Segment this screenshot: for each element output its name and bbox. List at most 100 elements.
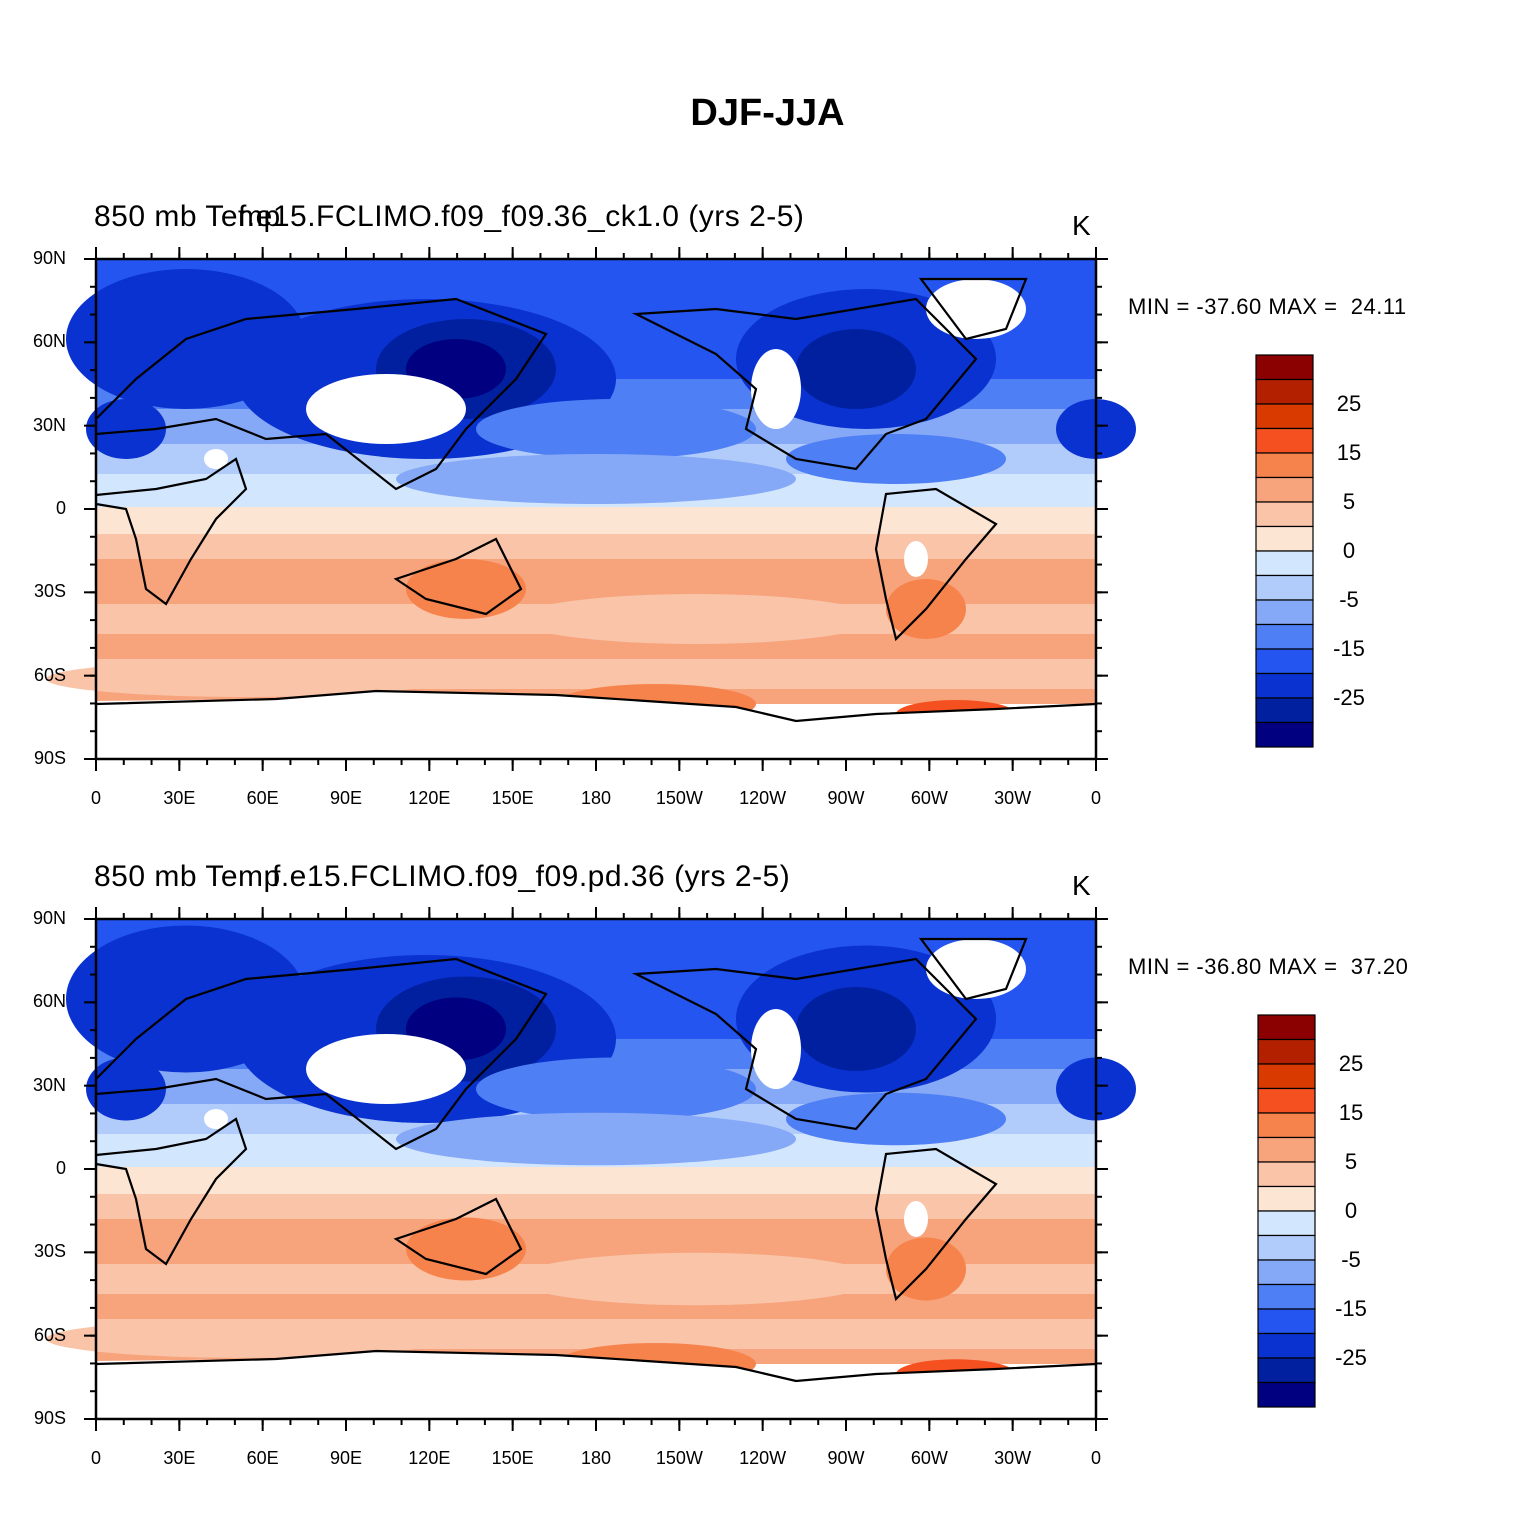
missing-data-region [204, 1109, 228, 1129]
contour-region [516, 594, 876, 644]
contour-region [396, 454, 796, 504]
colorbar-box [1257, 1308, 1316, 1335]
contour-region [46, 1320, 446, 1358]
colorbar-box [1257, 1063, 1316, 1090]
map-panel-1: 850 mb Temp f.e15.FCLIMO.f09_f09.36_ck1.… [0, 0, 1535, 808]
lon-tick-label: 150W [655, 1448, 703, 1468]
colorbar-box [1255, 648, 1314, 675]
lat-tick-label: 30N [32, 414, 66, 435]
unit-label: K [1072, 870, 1091, 901]
panel-title-case: f.e15.FCLIMO.f09_f09.pd.36 (yrs 2-5) [272, 860, 791, 893]
contour-band [96, 534, 1096, 559]
contour-band [96, 919, 1096, 939]
lon-tick-label: 120E [408, 1448, 451, 1468]
contour-band [96, 259, 1096, 279]
colorbar-box [1257, 1381, 1316, 1408]
colorbar-tick-label: 25 [1338, 1051, 1364, 1076]
coastline [393, 537, 523, 616]
lat-tick-label: 90N [32, 248, 66, 268]
lon-tick-label: 180 [580, 788, 612, 808]
contour-region [476, 399, 756, 459]
contour-band [96, 1167, 1096, 1194]
colorbar-tick-label: 5 [1342, 489, 1356, 514]
lon-tick-label: 30E [163, 788, 196, 808]
colorbar-box [1255, 427, 1314, 454]
lat-tick-label: 60N [32, 331, 66, 352]
lon-tick-label: 150E [491, 1448, 534, 1468]
lon-tick-label: 60E [246, 788, 279, 808]
colorbar-tick-label: 0 [1342, 538, 1356, 563]
contour-region [786, 1092, 1006, 1146]
antarctica-mask [96, 1351, 1096, 1419]
contour-region [46, 661, 446, 697]
coastline [918, 277, 1028, 341]
colorbar-box [1255, 452, 1314, 479]
colorbar-tick-label: 25 [1336, 391, 1362, 416]
colorbar-box [1257, 1087, 1316, 1114]
coastline [918, 937, 1028, 1001]
min-max-label: MIN = -36.80 MAX = 37.20 [1128, 954, 1409, 979]
colorbar-box [1255, 697, 1314, 724]
colorbar-box [1255, 672, 1314, 699]
coastline [95, 689, 1097, 723]
contour-region [406, 1217, 526, 1281]
missing-data-region [926, 939, 1026, 999]
coastline [631, 297, 978, 471]
missing-data-region [306, 1034, 466, 1104]
lon-tick-label: 60W [910, 1448, 948, 1468]
contour-region [86, 399, 166, 459]
colorbar-box [1257, 1234, 1316, 1261]
antarctica-mask [96, 691, 1096, 759]
contour-region [476, 1057, 756, 1121]
map-fill [46, 259, 1136, 759]
colorbar-tick-label: -5 [1339, 587, 1359, 612]
lat-tick-label: 90S [33, 1408, 66, 1428]
contour-band [96, 507, 1096, 534]
colorbar-box [1257, 1332, 1316, 1359]
min-max-label: MIN = -37.60 MAX = 24.11 [1128, 294, 1407, 319]
colorbar-tick-label: 0 [1344, 1198, 1358, 1223]
panel-title-variable: 850 mb Temp [94, 860, 281, 893]
colorbar-box [1257, 1014, 1316, 1041]
coastline [95, 297, 548, 491]
colorbar-box [1255, 525, 1314, 552]
colorbar-tick-label: -25 [1335, 1345, 1367, 1370]
contour-region [786, 434, 1006, 484]
colorbar-tick-label: -5 [1341, 1247, 1361, 1272]
lon-tick-label: 30E [163, 1448, 196, 1468]
lat-tick-label: 60S [33, 1324, 66, 1345]
colorbar-box [1257, 1136, 1316, 1163]
axis-ticks [84, 247, 1108, 771]
missing-data-region [306, 374, 466, 444]
colorbar-tick-label: 15 [1338, 1100, 1364, 1125]
colorbar-tick-label: 15 [1336, 440, 1362, 465]
coastline [874, 1147, 998, 1302]
colorbar-box [1257, 1161, 1316, 1188]
lon-tick-label: 150E [491, 788, 534, 808]
colorbar-box [1255, 550, 1314, 577]
lon-tick-label: 90E [329, 788, 363, 808]
panel-title-variable: 850 mb Temp [94, 200, 281, 233]
contour-region [796, 329, 916, 409]
panel-title-case: f.e15.FCLIMO.f09_f09.36_ck1.0 (yrs 2-5) [238, 200, 805, 233]
colorbar-tick-label: 5 [1344, 1149, 1358, 1174]
coastline [874, 487, 998, 642]
colorbar-box [1257, 1357, 1316, 1384]
colorbar-box [1255, 403, 1314, 430]
lon-tick-label: 90E [329, 1448, 363, 1468]
coastline [393, 1197, 523, 1276]
lon-tick-label: 0 [90, 788, 101, 808]
coastline [95, 1117, 248, 1266]
map-plot [46, 907, 1136, 1431]
colorbar [1255, 354, 1314, 748]
lat-tick-label: 30S [33, 581, 66, 602]
lon-tick-label: 0 [1090, 1448, 1101, 1468]
lat-tick-label: 30S [33, 1241, 66, 1262]
colorbar-tick-label: -25 [1333, 685, 1365, 710]
lon-tick-label: 90W [827, 788, 865, 808]
map-plot [46, 247, 1136, 771]
coastline [95, 457, 248, 606]
colorbar-box [1255, 501, 1314, 528]
lat-tick-label: 90S [33, 748, 66, 768]
lat-tick-label: 0 [55, 498, 66, 518]
